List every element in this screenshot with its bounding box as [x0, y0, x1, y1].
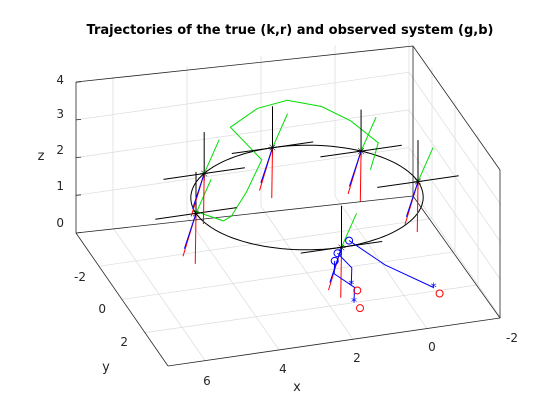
frame-axis — [183, 213, 197, 249]
blue-track-line — [337, 252, 353, 285]
grid-line — [121, 251, 456, 300]
x-tick-label: 2 — [353, 351, 361, 365]
grid-line — [408, 72, 502, 206]
y-tick-label: 2 — [120, 335, 128, 349]
frame-axis — [405, 181, 419, 217]
frame-axis — [203, 139, 220, 174]
frame-axis — [272, 113, 289, 148]
frame-axis — [417, 147, 434, 182]
y-tick-label: 0 — [98, 302, 106, 316]
z-tick-label: 1 — [56, 179, 64, 193]
frame-marker: ✳ — [337, 241, 346, 254]
grid-lines — [75, 34, 502, 361]
frame-axis — [272, 141, 314, 149]
x-tick-label: 6 — [203, 374, 211, 388]
left-floor-edge — [75, 195, 414, 234]
frame-axis — [360, 144, 402, 152]
x-axis-line — [167, 317, 501, 367]
grid-line — [75, 109, 410, 158]
frame-axis — [417, 175, 459, 183]
track-start-star: * — [348, 277, 354, 291]
x-tick-label: 4 — [279, 362, 287, 376]
z-tick-label: 3 — [56, 107, 64, 121]
grid-line — [75, 71, 410, 121]
frame-axis — [377, 181, 419, 188]
z-tick-label: 0 — [56, 216, 64, 230]
frame-axis — [320, 150, 362, 158]
z-axis-label: z — [38, 149, 45, 164]
grid-line — [75, 147, 410, 196]
frame-marker: ✳ — [191, 207, 200, 220]
track-start-star: * — [431, 280, 437, 294]
x-tick-label: 0 — [428, 340, 436, 354]
frame-axis — [231, 147, 273, 155]
y-ticks: -2 0 2 — [74, 270, 128, 349]
y-axis-line — [75, 232, 169, 367]
track-start-star: * — [351, 295, 357, 309]
grid-line — [98, 218, 433, 267]
z-tick-mark — [75, 119, 82, 121]
frame-axis — [195, 207, 237, 214]
grid-line — [408, 147, 502, 281]
z-tick-label: 2 — [56, 143, 64, 157]
data-layer: ✳ ✳ ✳ ✳ ✳ ✳ * * * — [155, 99, 459, 313]
frame-marker: ✳ — [268, 142, 277, 155]
grid-line — [144, 284, 479, 333]
frame-axis — [202, 173, 205, 225]
track-start-red-marker — [435, 289, 444, 298]
frame-axis — [194, 213, 197, 264]
track-end-circle — [330, 256, 339, 265]
back-left-edge — [75, 45, 414, 83]
y-axis-label: y — [102, 360, 110, 375]
x-axis-label: x — [293, 380, 301, 395]
x-tick-label: -2 — [506, 331, 518, 345]
z-tick-mark — [75, 156, 82, 158]
blue-track-line — [348, 240, 434, 288]
track-end-circle — [345, 236, 354, 245]
frame-axis — [341, 213, 358, 248]
x-ticks: 6 4 2 0 -2 — [203, 331, 518, 388]
axes-box — [75, 34, 502, 367]
frame-marker: ✳ — [413, 176, 422, 189]
z-tick-label: 4 — [56, 73, 64, 87]
frame-axis — [360, 116, 377, 152]
frame-marker: ✳ — [200, 168, 209, 181]
blue-track-line — [333, 260, 356, 303]
track-end-circle — [333, 249, 342, 258]
z-ticks: 0 1 2 3 4 — [56, 73, 64, 230]
chart-title: Trajectories of the true (k,r) and obser… — [87, 23, 494, 38]
frame-axis — [204, 167, 245, 175]
observed-trajectory-line — [195, 99, 379, 222]
frame-axis — [163, 173, 205, 180]
back-floor-edge — [412, 195, 501, 319]
frame-axis — [329, 247, 342, 283]
z-tick-mark — [75, 194, 82, 196]
y-tick-label: -2 — [74, 270, 86, 284]
frame-axis — [341, 240, 383, 248]
frame-axis — [340, 247, 342, 298]
frame-axis — [359, 151, 362, 202]
frame-axis — [416, 181, 419, 233]
frame-marker: ✳ — [356, 145, 365, 158]
true-trajectory-line — [190, 144, 424, 251]
frame-axis — [300, 246, 342, 254]
frame-axis — [271, 147, 273, 199]
frame-axis — [155, 212, 197, 220]
frame-axis — [260, 147, 273, 184]
frame-axis — [192, 173, 205, 209]
box-edges — [75, 45, 501, 367]
track-start-red-marker — [353, 286, 362, 295]
back-right-edge — [412, 45, 501, 171]
frame-axis — [348, 150, 362, 187]
track-start-red-marker — [356, 304, 364, 313]
